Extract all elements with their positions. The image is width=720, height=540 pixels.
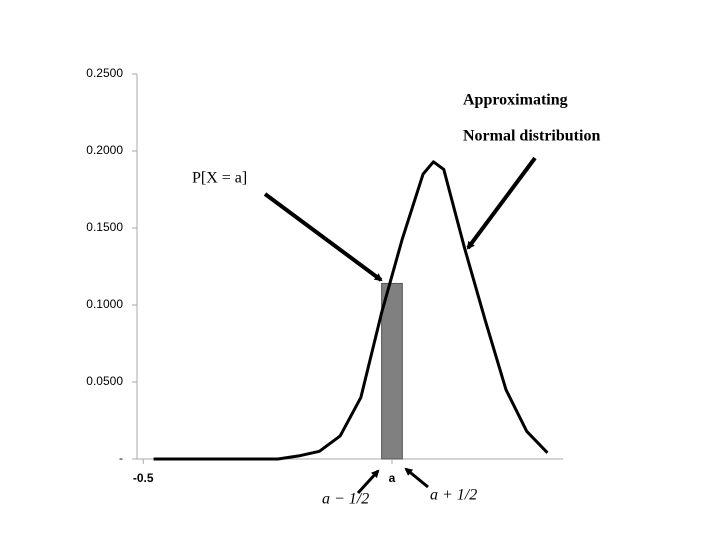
bar (381, 282, 403, 460)
y-tick-label: 0.0500 (86, 374, 123, 388)
annotation: a + 1/2 (430, 487, 477, 504)
y-tick-label: - (119, 451, 123, 465)
annotation: P[X = a] (192, 170, 247, 187)
annotation: a − 1/2 (322, 491, 369, 508)
curve (153, 160, 549, 461)
annotation: Approximating (463, 92, 568, 109)
annotation: Normal distribution (463, 128, 600, 145)
y-tick-label: 0.2000 (86, 143, 123, 157)
arrow (356, 469, 380, 495)
arrow (466, 156, 537, 250)
y-tick-label: 0.1500 (86, 220, 123, 234)
arrow (263, 192, 383, 282)
y-tick-label: 0.2500 (86, 66, 123, 80)
x-tick-label: a (389, 471, 396, 485)
y-tick-label: 0.1000 (86, 297, 123, 311)
x-tick-label: -0.5 (133, 471, 154, 485)
arrow (404, 467, 429, 489)
